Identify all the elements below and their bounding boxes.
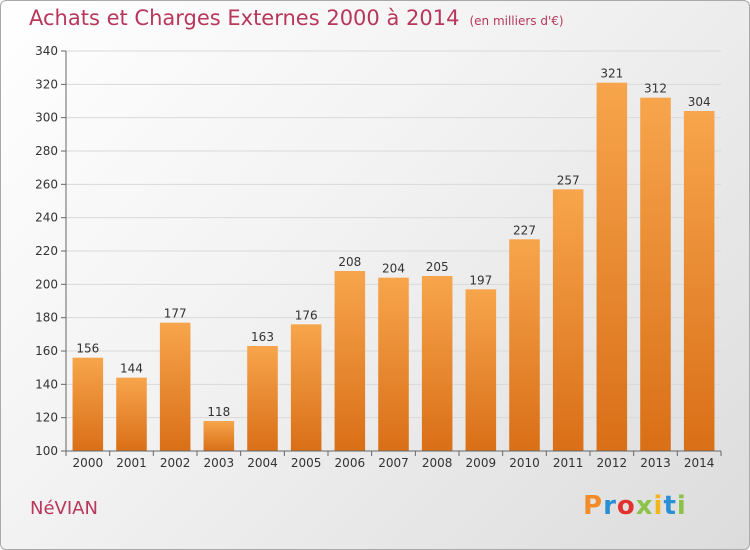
y-tick-label: 280 <box>35 144 58 158</box>
bar-value-label: 312 <box>644 82 667 96</box>
x-tick-label: 2006 <box>335 456 366 470</box>
y-tick-label: 260 <box>35 177 58 191</box>
x-tick-label: 2012 <box>597 456 628 470</box>
y-tick-label: 220 <box>35 244 58 258</box>
chart-subtitle: (en milliers d'€) <box>469 14 564 28</box>
logo-letter: t <box>663 491 677 521</box>
x-tick-label: 2004 <box>247 456 278 470</box>
bar-value-label: 208 <box>338 255 361 269</box>
bar-value-label: 227 <box>513 223 536 237</box>
bar <box>378 277 409 451</box>
y-tick-label: 300 <box>35 111 58 125</box>
x-tick-label: 2000 <box>73 456 104 470</box>
bars: 156 144 177 118 163 176 208 204 205 197 227 257 321 3… <box>72 67 715 452</box>
bar <box>203 421 235 451</box>
x-tick-label: 2002 <box>160 456 191 470</box>
bar-value-label: 163 <box>251 330 274 344</box>
bar <box>116 377 147 451</box>
logo-letter: x <box>635 491 654 521</box>
x-tick-label: 2011 <box>553 456 584 470</box>
y-tick-label: 240 <box>35 211 58 225</box>
y-tick-label: 140 <box>35 377 58 391</box>
bar-value-label: 205 <box>426 260 449 274</box>
y-tick-label: 180 <box>35 311 58 325</box>
bar-value-label: 304 <box>688 95 711 109</box>
logo-letter: i <box>676 491 687 521</box>
chart-title-text: Achats et Charges Externes 2000 à 2014 <box>29 6 460 30</box>
axes: 100 120 140 160 180 200 220 240 260 280 300 320 340 2… <box>35 44 722 470</box>
y-tick-label: 100 <box>35 444 58 458</box>
y-tick-label: 200 <box>35 277 58 291</box>
x-tick-label: 2001 <box>116 456 147 470</box>
x-tick-label: 2010 <box>509 456 540 470</box>
bar-value-label: 177 <box>164 307 187 321</box>
logo-letter: o <box>616 491 636 521</box>
bar <box>683 111 715 451</box>
bar <box>465 289 497 451</box>
bar-value-label: 118 <box>207 405 230 419</box>
commune-name: NéVIAN <box>30 498 98 519</box>
logo-letter: i <box>653 491 664 521</box>
chart-title: Achats et Charges Externes 2000 à 2014 (e… <box>29 6 564 30</box>
bar <box>509 239 540 451</box>
x-tick-label: 2013 <box>640 456 671 470</box>
bar-value-label: 156 <box>76 342 99 356</box>
x-tick-label: 2003 <box>204 456 235 470</box>
bar-value-label: 204 <box>382 262 405 276</box>
bar-value-label: 321 <box>600 67 623 81</box>
x-tick-label: 2005 <box>291 456 322 470</box>
bar-value-label: 144 <box>120 362 143 376</box>
logo-letter: r <box>603 491 617 521</box>
bar <box>596 82 628 452</box>
bar <box>290 324 322 451</box>
logo-letter: P <box>583 491 604 521</box>
y-tick-label: 160 <box>35 344 58 358</box>
bar <box>640 97 671 452</box>
bar <box>421 276 453 451</box>
x-tick-label: 2007 <box>378 456 409 470</box>
bar <box>552 189 584 452</box>
y-tick-label: 120 <box>35 411 58 425</box>
bar-value-label: 197 <box>469 273 492 287</box>
bar <box>72 357 104 451</box>
y-tick-label: 320 <box>35 77 58 91</box>
bar <box>247 346 278 451</box>
x-tick-label: 2014 <box>684 456 715 470</box>
x-tick-label: 2008 <box>422 456 453 470</box>
x-tick-label: 2009 <box>466 456 497 470</box>
bar <box>159 322 191 451</box>
bar-value-label: 176 <box>295 308 318 322</box>
bar-value-label: 257 <box>557 173 580 187</box>
bar <box>334 271 366 451</box>
proxiti-logo: Proxiti <box>583 491 687 521</box>
y-tick-label: 340 <box>35 44 58 58</box>
